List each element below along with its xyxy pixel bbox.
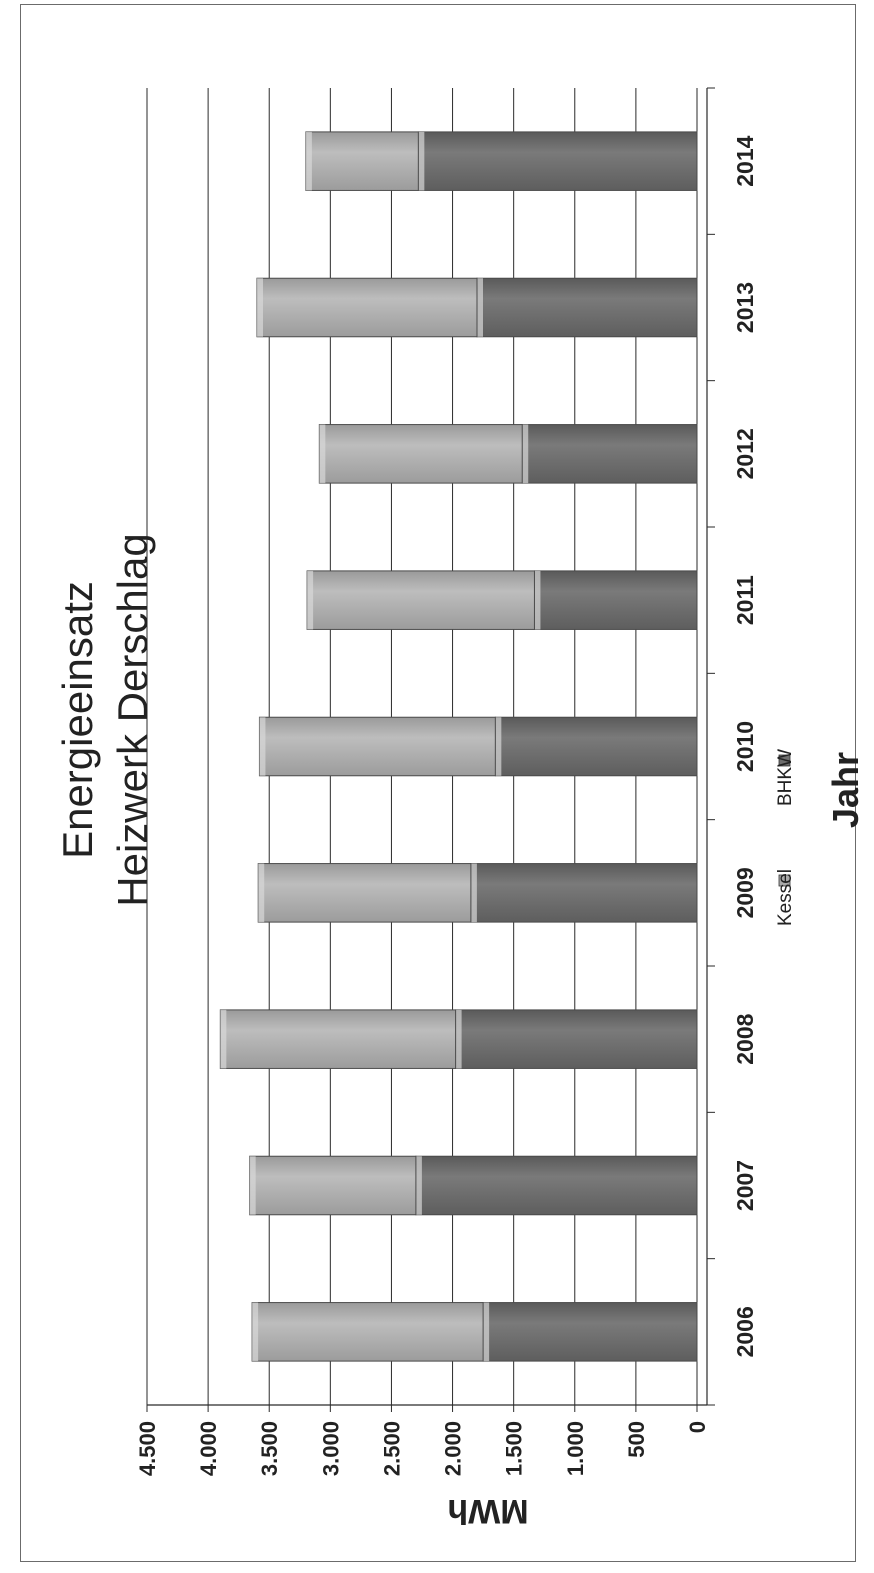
bar-bevel-bhkw-2008 bbox=[455, 1009, 462, 1069]
bar-bevel-kessel-2006 bbox=[252, 1302, 259, 1362]
legend-label-kessel: Kessel bbox=[775, 869, 796, 926]
category-label-2013: 2013 bbox=[732, 282, 758, 333]
bar-bevel-bhkw-2007 bbox=[415, 1156, 422, 1215]
category-axis-title: Jahr bbox=[825, 752, 866, 828]
bar-bevel-kessel-2008 bbox=[220, 1009, 227, 1069]
value-tick-label-9: 4.500 bbox=[135, 1421, 160, 1476]
value-tick-label-7: 3.500 bbox=[257, 1421, 282, 1476]
legend-swatch-kessel bbox=[778, 874, 791, 887]
category-label-2008: 2008 bbox=[732, 1013, 758, 1064]
value-tick-label-2: 1.000 bbox=[563, 1421, 588, 1476]
value-tick-label-4: 2.000 bbox=[441, 1421, 466, 1476]
bar-bhkw-2010 bbox=[494, 716, 698, 777]
bar-bhkw-2011 bbox=[533, 570, 698, 630]
bar-bevel-bhkw-2010 bbox=[495, 717, 502, 776]
axes bbox=[146, 87, 715, 1412]
bar-bevel-bhkw-2011 bbox=[534, 570, 541, 630]
value-axis-title: MWh bbox=[447, 1492, 528, 1530]
value-tick-label-5: 2.500 bbox=[379, 1421, 404, 1476]
bar-bhkw-2013 bbox=[476, 277, 698, 338]
bar-bhkw-2009 bbox=[470, 863, 698, 923]
chart-title-line-1: Energieeinsatz bbox=[54, 581, 101, 859]
bar-bhkw-2012 bbox=[521, 424, 698, 484]
bar-bevel-kessel-2012 bbox=[319, 424, 326, 484]
value-tick-label-0: 0 bbox=[685, 1421, 710, 1433]
category-label-2006: 2006 bbox=[732, 1306, 758, 1357]
bar-bevel-kessel-2009 bbox=[258, 863, 265, 923]
bar-bevel-kessel-2013 bbox=[257, 278, 263, 337]
bar-kessel-2006 bbox=[251, 1302, 484, 1362]
bar-bevel-bhkw-2013 bbox=[477, 278, 483, 337]
legend-swatch-bhkw bbox=[778, 754, 791, 767]
chart-frame bbox=[20, 4, 856, 1562]
category-label-2012: 2012 bbox=[732, 428, 758, 479]
bar-bevel-bhkw-2006 bbox=[483, 1302, 490, 1362]
bar-bhkw-2014 bbox=[417, 131, 698, 191]
bar-bevel-kessel-2007 bbox=[249, 1156, 256, 1215]
bar-kessel-2007 bbox=[249, 1155, 417, 1216]
value-tick-label-8: 4.000 bbox=[196, 1421, 221, 1476]
bar-bevel-bhkw-2014 bbox=[418, 131, 425, 191]
bar-bevel-kessel-2011 bbox=[307, 570, 314, 630]
category-label-2014: 2014 bbox=[732, 135, 758, 186]
legend-label-bhkw: BHKW bbox=[775, 749, 796, 806]
bar-bevel-kessel-2014 bbox=[305, 131, 312, 191]
bar-kessel-2009 bbox=[257, 863, 472, 923]
bar-bevel-bhkw-2009 bbox=[470, 863, 477, 923]
bar-bhkw-2006 bbox=[482, 1302, 698, 1362]
bar-kessel-2011 bbox=[306, 570, 535, 630]
category-label-2010: 2010 bbox=[732, 721, 758, 772]
bar-bevel-bhkw-2012 bbox=[522, 424, 529, 484]
category-label-2009: 2009 bbox=[732, 867, 758, 918]
bar-kessel-2008 bbox=[219, 1009, 457, 1069]
bar-bevel-kessel-2010 bbox=[259, 717, 266, 776]
bar-kessel-2014 bbox=[305, 131, 419, 191]
bar-bhkw-2008 bbox=[455, 1009, 698, 1069]
bar-kessel-2010 bbox=[258, 716, 496, 777]
chart-title-line-2: Heizwerk Derschlag bbox=[109, 533, 156, 906]
value-tick-label-6: 3.000 bbox=[318, 1421, 343, 1476]
bar-bhkw-2007 bbox=[415, 1155, 698, 1216]
category-label-2007: 2007 bbox=[732, 1160, 758, 1211]
labels: 0 500 1.000 1.500 2.000 2.500 3.000 3.500 4.000 4… bbox=[54, 135, 866, 1530]
bar-kessel-2012 bbox=[318, 424, 523, 484]
category-label-2011: 2011 bbox=[732, 575, 758, 625]
bar-kessel-2013 bbox=[256, 277, 478, 338]
bars bbox=[219, 131, 698, 1362]
value-tick-label-3: 1.500 bbox=[502, 1421, 527, 1476]
value-tick-label-1: 500 bbox=[624, 1421, 649, 1458]
